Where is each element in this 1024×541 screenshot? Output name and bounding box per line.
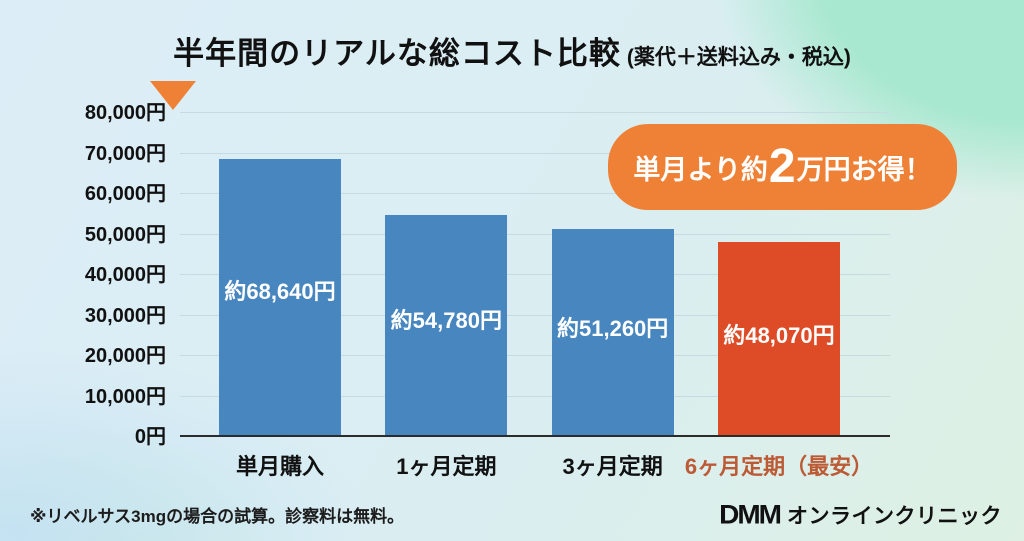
bar-slot: 約48,070円 6ヶ月定期（最安） [685,242,873,479]
bar-4: 約48,070円 [717,242,840,437]
page-title: 半年間のリアルな総コスト比較 (薬代＋送料込み・税込) [0,28,1024,73]
y-tick-label: 50,000円 [84,223,166,246]
gridline [180,355,890,356]
category-label: 6ヶ月定期（最安） [684,454,874,479]
bar-slot: 約68,640円 単月購入 [219,159,341,479]
gridline [180,193,890,194]
y-tick-label: 40,000円 [84,264,166,286]
y-tick-label: 20,000円 [84,345,166,367]
logo-clinic-text: オンラインクリニック [787,505,1002,528]
bar-value-label: 約51,260円 [557,315,669,341]
bar-value-label: 約48,070円 [723,322,835,348]
y-tick-label: 70,000円 [84,142,166,165]
y-tick-label: 80,000円 [84,102,166,124]
x-axis-line [180,435,890,437]
dmm-online-clinic-logo: DMM オンラインクリニック [719,499,1002,531]
speech-bubble: 単月より約 2 万円お得！ [608,124,957,210]
speech-bubble-tail-icon [150,81,196,110]
dmm-wordmark: DMM [719,499,782,530]
bar-value-label: 約68,640円 [224,278,336,304]
y-tick-label: 60,000円 [84,183,166,205]
bar-slot: 約54,780円 1ヶ月定期 [385,215,508,479]
bubble-text-suffix: 万円お得！ [796,154,932,185]
plot-area: 0円 10,000円 20,000円 30,000円 40,000円 50,000円 60,… [85,102,890,479]
bubble-text-prefix: 単月より約 [633,154,768,185]
category-label: 単月購入 [235,454,325,479]
gridline [180,314,890,316]
footnote: ※リベルサス3mgの場合の試算。診察料は無料。 [30,507,405,526]
gridline [180,395,890,397]
gridline [180,152,890,154]
gridline [180,274,890,275]
bar-1: 約68,640円 [219,159,341,437]
bar-3: 約51,260円 [551,229,674,437]
bar-2: 約54,780円 [385,215,508,437]
y-tick-label: 10,000円 [84,385,166,408]
title-sub: (薬代＋送料込み・税込) [626,46,851,69]
gridline [180,112,890,113]
y-tick-label: 30,000円 [84,304,166,327]
bubble-text-big-number: 2 [768,140,796,193]
title-main: 半年間のリアルな総コスト比較 [173,36,621,71]
y-tick-label: 0円 [134,426,166,448]
bar-slot: 約51,260円 3ヶ月定期 [551,229,674,479]
category-label: 3ヶ月定期 [562,454,663,479]
category-label: 1ヶ月定期 [396,454,497,479]
bars-row: 約68,640円 単月購入 約54,780円 1ヶ月定期 約51,260円 3ヶ月定期 約4… [180,113,890,479]
bar-value-label: 約54,780円 [390,308,502,334]
gridline [180,233,890,235]
